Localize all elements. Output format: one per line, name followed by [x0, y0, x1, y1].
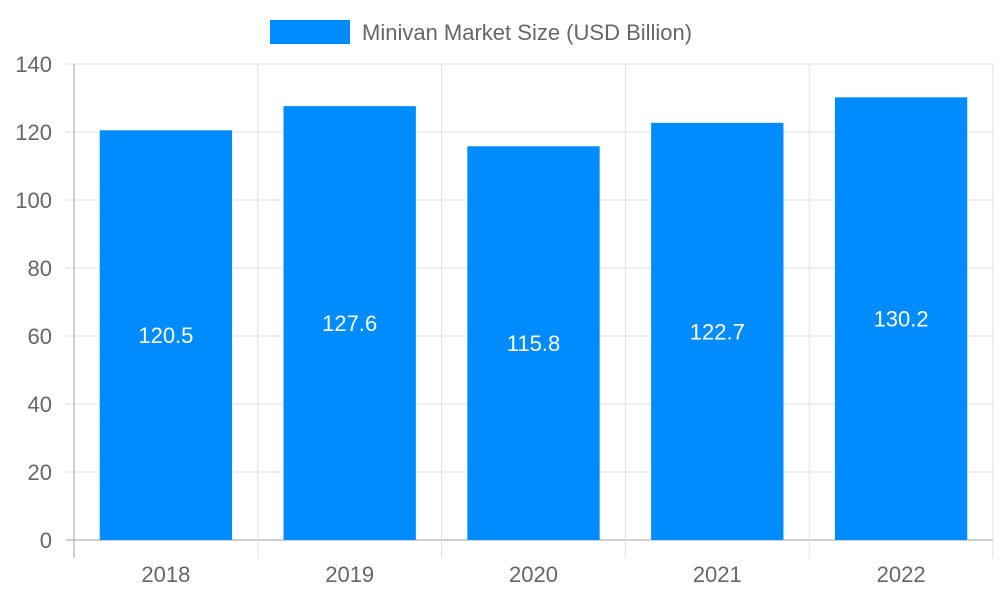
y-tick-label: 80	[28, 256, 52, 281]
data-label: 130.2	[874, 307, 929, 332]
x-tick-label: 2021	[693, 562, 742, 587]
y-tick-label: 100	[15, 188, 52, 213]
y-tick-label: 60	[28, 324, 52, 349]
data-label: 115.8	[507, 331, 560, 356]
data-label: 127.6	[322, 311, 377, 336]
x-tick-label: 2019	[325, 562, 374, 587]
data-label: 120.5	[138, 323, 193, 348]
bar-2019	[283, 106, 416, 540]
x-tick-label: 2022	[877, 562, 926, 587]
bar-2021	[651, 122, 784, 540]
data-label: 122.7	[690, 319, 745, 344]
y-tick-label: 0	[40, 528, 52, 553]
x-tick-label: 2020	[509, 562, 558, 587]
legend[interactable]: Minivan Market Size (USD Billion)	[270, 20, 692, 45]
legend-label: Minivan Market Size (USD Billion)	[362, 20, 692, 45]
bar-2022	[834, 97, 968, 540]
bar-2018	[99, 130, 233, 541]
y-tick-label: 120	[15, 120, 52, 145]
y-tick-label: 140	[15, 52, 52, 77]
legend-swatch	[270, 20, 350, 44]
x-tick-label: 2018	[141, 562, 190, 587]
bar-2020	[467, 146, 600, 540]
y-tick-label: 40	[28, 392, 52, 417]
bars: 120.5 127.6 115.8 122.7 130.2	[99, 97, 968, 541]
axes: 0 20 40 60 80 100 120 140 2018 2019 2020 2021 2022	[15, 52, 925, 587]
y-tick-label: 20	[28, 460, 52, 485]
